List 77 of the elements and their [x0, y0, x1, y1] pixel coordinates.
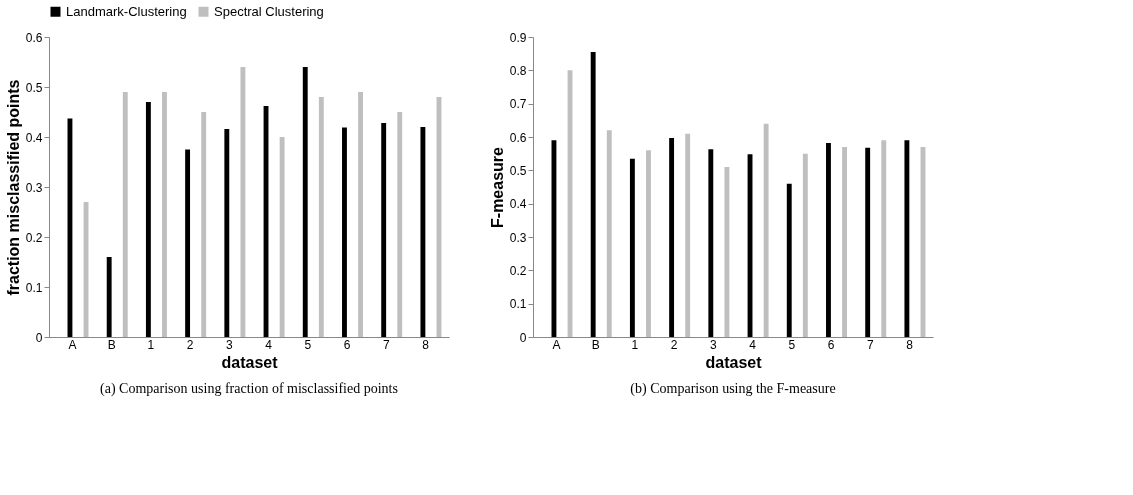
x-tick-label: 5: [304, 337, 312, 352]
bar: [318, 97, 324, 337]
y-tick-label: 0.2: [25, 230, 43, 245]
x-tick-label: 5: [788, 337, 796, 352]
bar: [302, 67, 308, 337]
y-tick-label: 0.3: [25, 180, 43, 195]
text: (b) Comparison using the F-measure: [630, 381, 836, 397]
y-tick-label: 0.2: [509, 263, 527, 278]
bar: [669, 138, 675, 337]
y-tick-label: 0: [35, 330, 43, 345]
bar: [240, 67, 246, 337]
x-tick-label: 3: [710, 337, 718, 352]
bar: [786, 183, 792, 337]
bar: [420, 127, 426, 337]
bar: [224, 129, 230, 337]
x-tick-label: B: [107, 337, 116, 352]
x-tick-label: 4: [749, 337, 757, 352]
x-tick-label: 7: [382, 337, 390, 352]
bar: [358, 92, 363, 337]
legend-label: Spectral Clustering: [214, 3, 324, 19]
bar: [381, 123, 387, 337]
y-tick-label: 0.9: [509, 30, 527, 45]
bar: [590, 52, 596, 337]
bar: [162, 92, 167, 337]
bar: [904, 140, 910, 337]
x-tick-label: A: [552, 337, 561, 352]
x-tick-label: 6: [343, 337, 351, 352]
bar: [826, 143, 831, 337]
bar: [122, 92, 128, 337]
x-axis-title: dataset: [705, 353, 763, 371]
bar: [397, 112, 403, 337]
x-tick-label: 7: [866, 337, 874, 352]
bar: [185, 149, 191, 337]
bar: [646, 150, 651, 337]
bar: [685, 133, 691, 337]
bar: [763, 123, 769, 337]
bar: [106, 257, 112, 337]
bar: [606, 130, 612, 337]
x-tick-label: B: [591, 337, 600, 352]
x-tick-label: 4: [265, 337, 273, 352]
text: (a) Comparison using fraction of misclassified points: [100, 381, 398, 397]
y-tick-label: 0.5: [509, 163, 527, 178]
bar: [145, 102, 151, 337]
x-tick-label: 6: [827, 337, 835, 352]
x-tick-label: 3: [226, 337, 234, 352]
bar: [802, 153, 808, 337]
y-tick-label: 0.6: [509, 130, 527, 145]
x-tick-label: 8: [422, 337, 430, 352]
x-tick-label: 2: [670, 337, 678, 352]
x-tick-label: 8: [906, 337, 914, 352]
y-tick-label: 0.1: [25, 280, 43, 295]
y-axis-title: F-measure: [488, 146, 506, 228]
y-tick-label: 0.1: [509, 297, 527, 312]
y-tick-label: 0.7: [509, 97, 527, 112]
bar: [708, 149, 714, 337]
y-tick-label: 0.6: [25, 30, 43, 45]
y-tick-label: 0.8: [509, 63, 527, 78]
y-tick-label: 0.4: [509, 197, 527, 212]
bar: [201, 112, 207, 337]
x-tick-label: 1: [147, 337, 155, 352]
y-tick-label: 0.4: [25, 130, 43, 145]
y-axis-title: fraction misclassified points: [4, 79, 22, 296]
y-tick-label: 0.3: [509, 230, 527, 245]
bar: [279, 137, 285, 337]
x-tick-label: 1: [631, 337, 639, 352]
legend-label: Landmark-Clustering: [66, 3, 187, 19]
bar: [724, 167, 730, 337]
x-tick-label: 2: [186, 337, 194, 352]
bar: [881, 140, 887, 337]
x-tick-label: A: [68, 337, 77, 352]
bar: [842, 147, 847, 337]
x-axis-title: dataset: [221, 353, 279, 371]
y-tick-label: 0: [519, 330, 527, 345]
y-tick-label: 0.5: [25, 80, 43, 95]
bar: [629, 158, 635, 337]
bar: [342, 127, 347, 337]
bar: [865, 147, 871, 337]
